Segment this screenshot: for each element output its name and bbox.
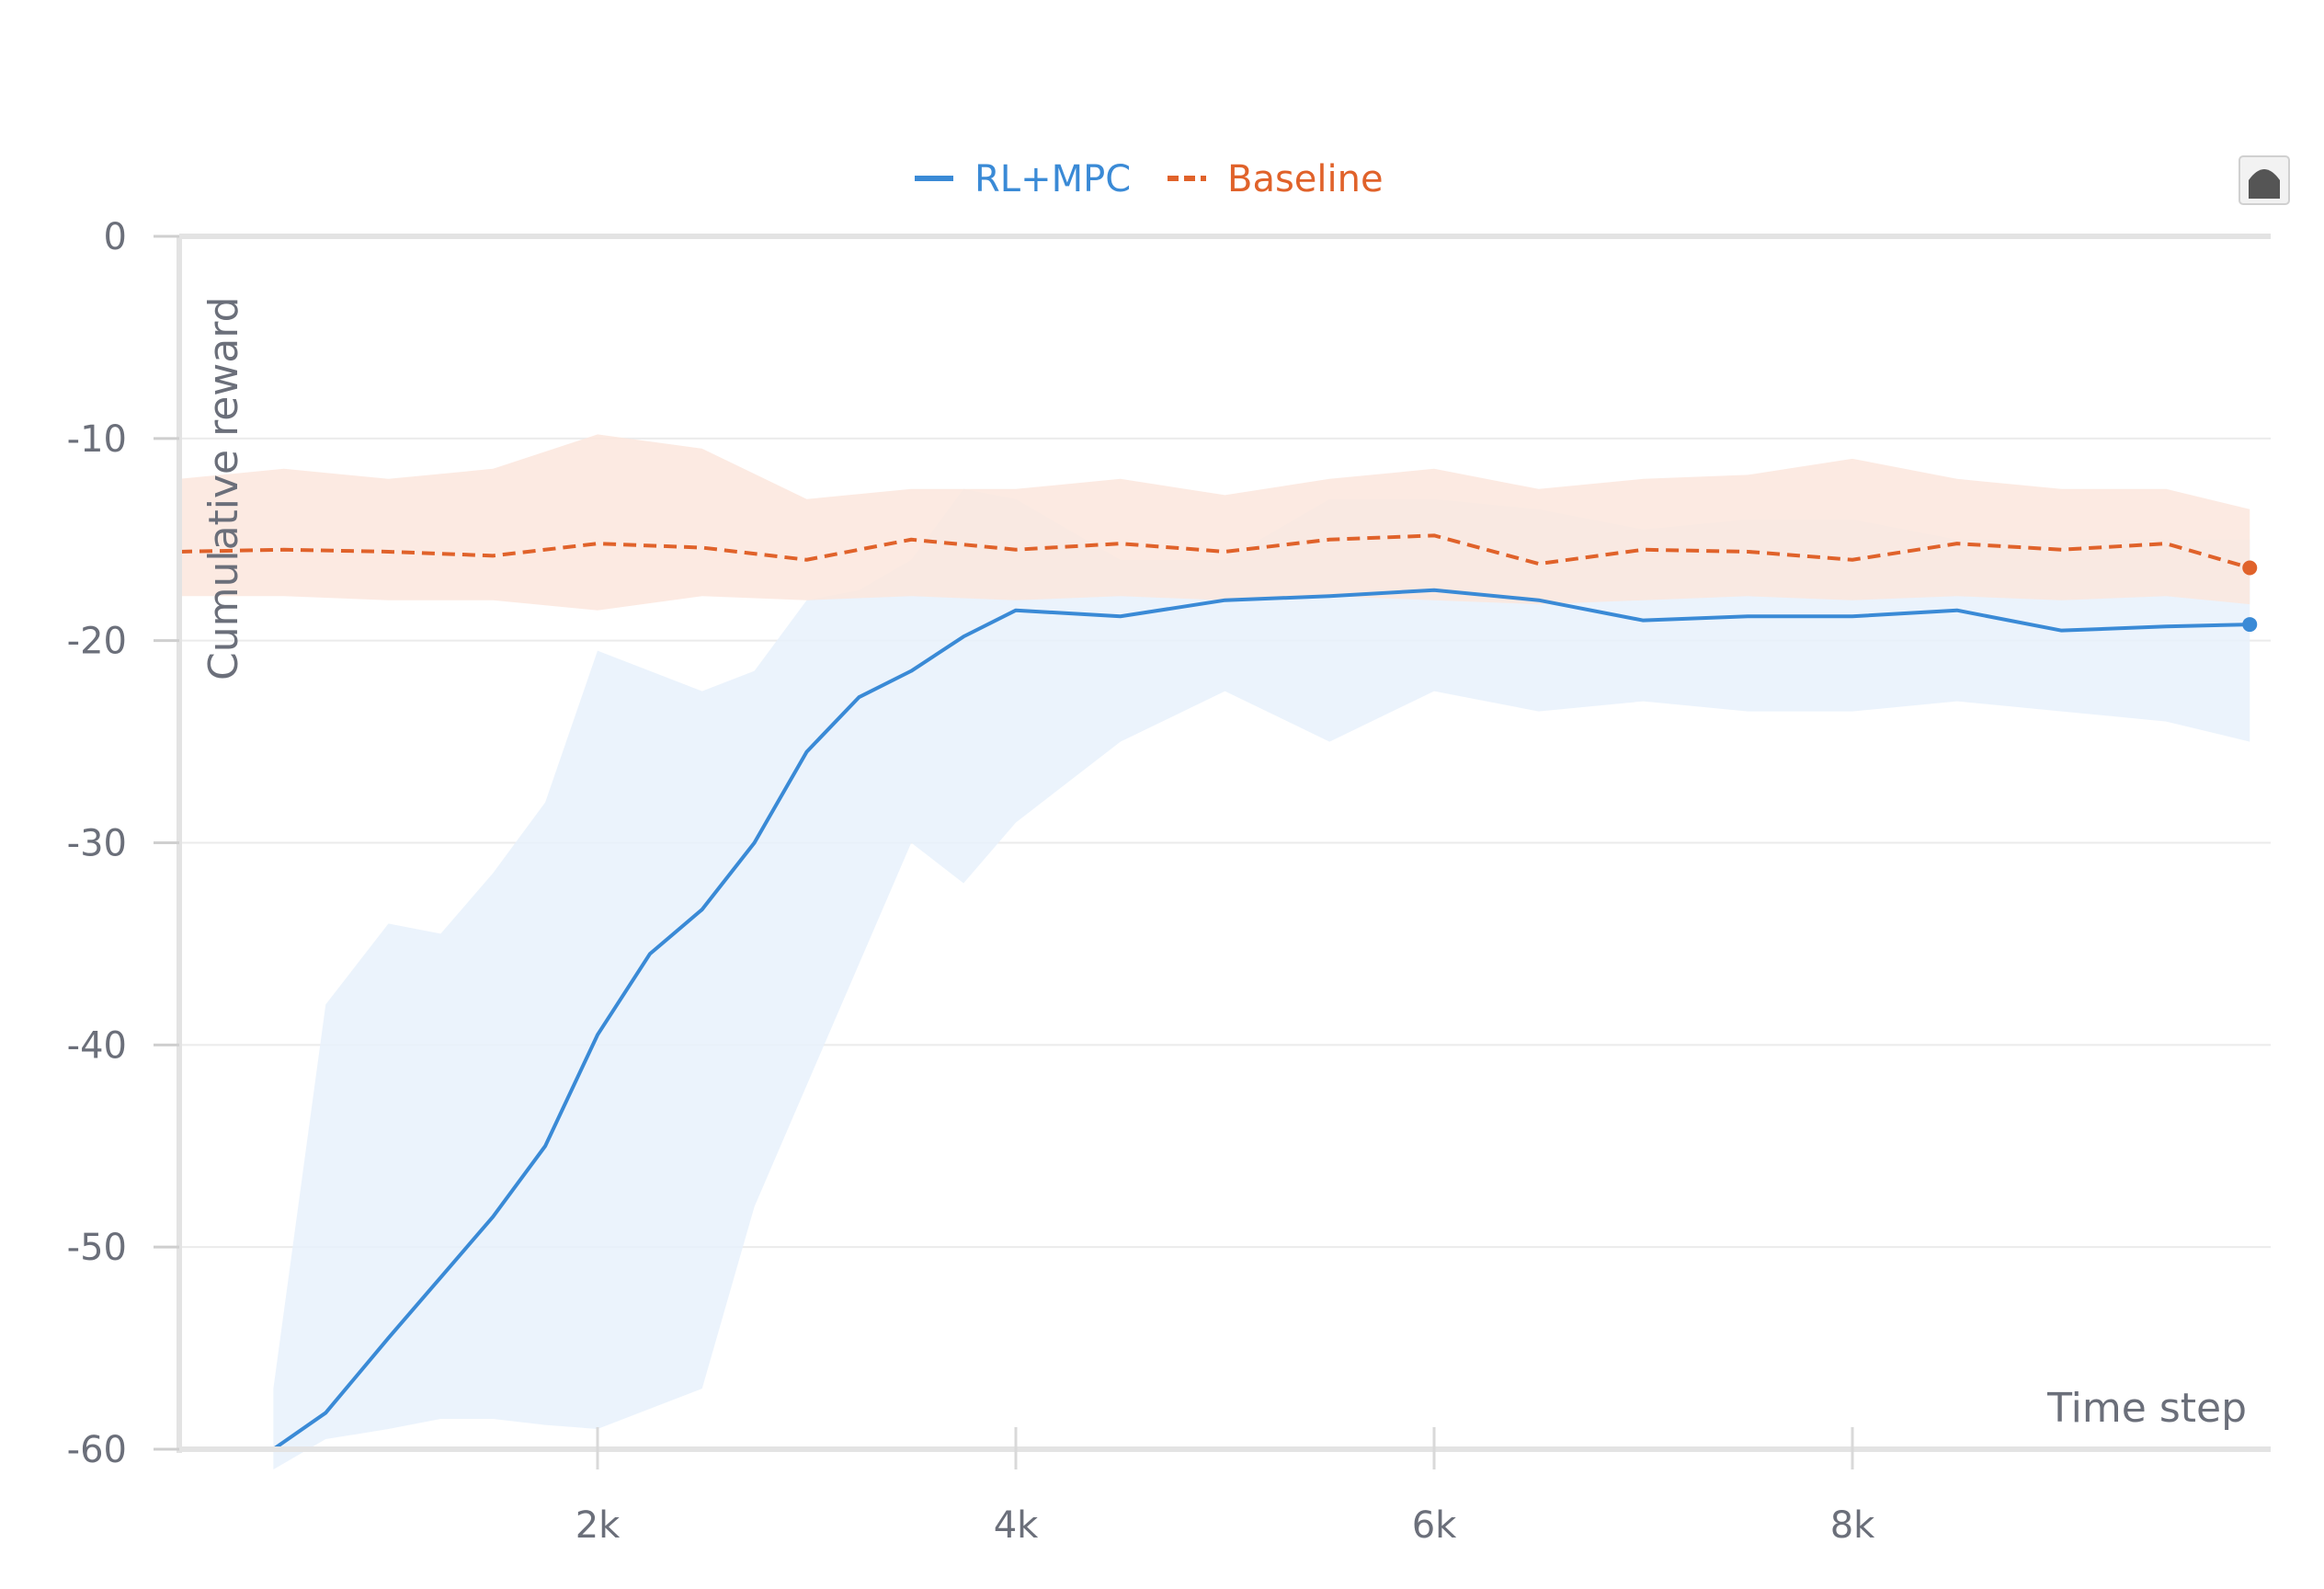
y-tick-label: -60: [67, 1429, 127, 1471]
y-tick-label: -40: [67, 1024, 127, 1067]
confidence-bands: [179, 434, 2250, 1469]
x-tick-label: 4k: [994, 1504, 1039, 1547]
y-axis-label: Cumulative reward: [200, 296, 247, 680]
series-end-point: [2242, 560, 2258, 576]
y-tick-label: -50: [67, 1227, 127, 1269]
toolbar-icon[interactable]: [2239, 155, 2290, 205]
y-tick-label: 0: [104, 216, 127, 258]
series-end-point: [2242, 617, 2258, 633]
legend-label-baseline[interactable]: Baseline: [1227, 158, 1384, 200]
series-lines: [178, 533, 2258, 1451]
series-line-baseline: [178, 533, 2250, 570]
series-line-rl-mpc: [272, 588, 2250, 1451]
toolbar-icon-glyph: [2249, 169, 2280, 199]
band-baseline: [179, 434, 2250, 611]
legend-label-rl-mpc[interactable]: RL+MPC: [974, 158, 1131, 200]
x-tick-labels: 2k 4k 6k 8k: [575, 1427, 1875, 1547]
y-tick-label: -30: [67, 823, 127, 865]
x-tick-label: 6k: [1412, 1504, 1457, 1547]
y-tick-labels: 0 -10 -20 -30 -40 -50 -60: [67, 216, 179, 1471]
x-tick-label: 2k: [575, 1504, 621, 1547]
x-tick-label: 8k: [1830, 1504, 1875, 1547]
legend: RL+MPC Baseline: [915, 158, 1384, 200]
y-tick-label: -10: [67, 418, 127, 461]
band-rl-mpc: [273, 488, 2250, 1469]
y-tick-label: -20: [67, 621, 127, 663]
x-axis-label: Time step: [2046, 1385, 2247, 1432]
